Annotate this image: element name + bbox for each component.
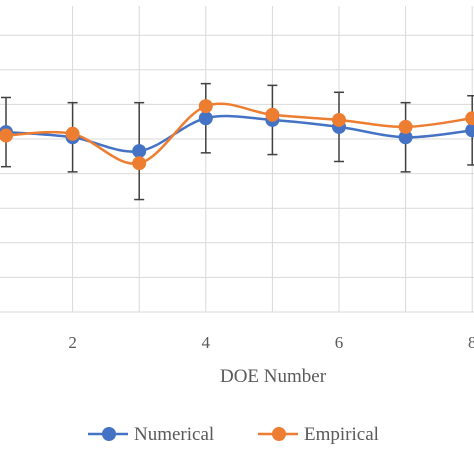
data-point-empirical [65, 126, 80, 141]
legend-label-numerical: Numerical [134, 424, 214, 445]
x-tick-label: 6 [335, 333, 344, 352]
legend-marker-numerical [102, 427, 116, 441]
data-point-empirical [0, 128, 13, 143]
data-point-empirical [132, 156, 147, 171]
x-tick-label: 4 [202, 333, 211, 352]
x-tick-labels: 2 4 6 8 [68, 333, 474, 352]
data-point-empirical [465, 111, 474, 126]
x-tick-label: 2 [68, 333, 77, 352]
legend-label-empirical: Empirical [304, 424, 379, 445]
data-point-numerical [465, 123, 474, 138]
data-point-empirical [265, 107, 280, 122]
legend-marker-empirical [272, 427, 286, 441]
gridlines [0, 6, 474, 313]
data-point-empirical [198, 99, 213, 114]
series-markers [0, 99, 474, 171]
legend: Numerical Empirical [88, 424, 379, 445]
data-point-empirical [332, 112, 346, 127]
data-point-numerical [132, 144, 147, 159]
data-point-empirical [398, 119, 413, 134]
x-axis-title: DOE Number [220, 366, 327, 387]
series-line-empirical [5, 102, 473, 165]
data-point-numerical [398, 130, 413, 145]
x-tick-label: 8 [468, 333, 474, 352]
data-point-numerical [198, 111, 213, 126]
